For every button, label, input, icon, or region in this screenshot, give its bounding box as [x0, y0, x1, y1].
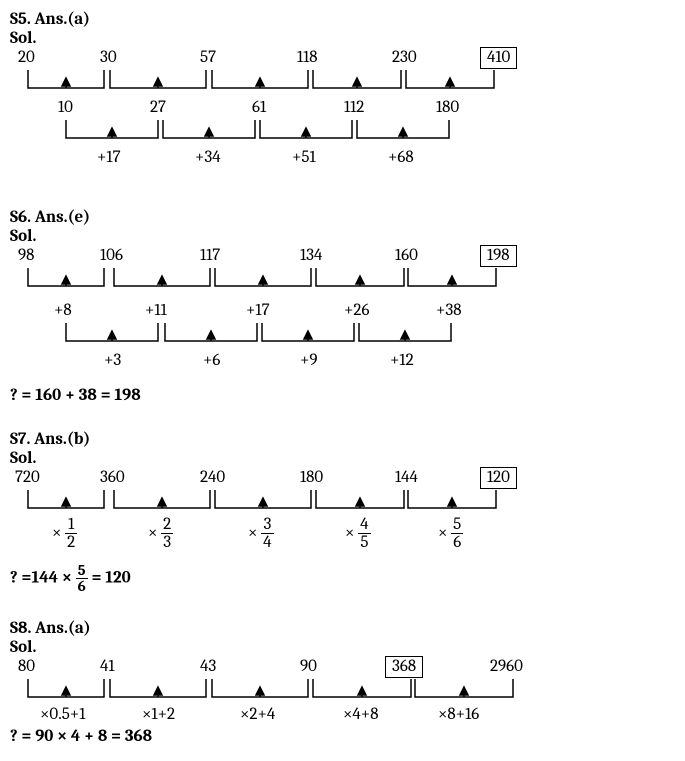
s8-op0: ×0.5+1	[40, 705, 85, 724]
s7-block: S7. Ans.(b) Sol. 720 360 240 180 144 120	[10, 430, 675, 594]
s6-answer: ? = 160 + 38 = 198	[10, 386, 675, 405]
s6-d2-2: +9	[300, 351, 318, 370]
s6-d2-0: +3	[104, 351, 121, 370]
s8-answer-box: 368	[385, 656, 423, 678]
s7-t1: 360	[100, 468, 125, 487]
s6-answer-box: 198	[480, 245, 517, 267]
s8-t2: 43	[200, 657, 216, 676]
s7-op3: × 45	[345, 516, 371, 551]
s7-diagram: 720 360 240 180 144 120 × 12 × 23 × 34 ×…	[10, 468, 675, 563]
s8-svg	[10, 657, 570, 727]
s5-d1-2: 61	[252, 98, 266, 117]
s5-d1-0: 10	[58, 98, 73, 117]
s7-answer: ? =144 × 56 = 120	[10, 563, 675, 594]
s6-d1-3: +26	[344, 301, 369, 320]
s8-op4: ×8+16	[438, 705, 479, 724]
s6-diagram: 98 106 117 134 160 198 +8 +11 +17 +26 +3…	[10, 246, 675, 386]
s6-t2: 117	[200, 246, 220, 265]
s8-op2: ×2+4	[240, 705, 275, 724]
s5-d1-1: 27	[150, 98, 166, 117]
s8-block: S8. Ans.(a) Sol. 80 41 43 90 368 2960	[10, 619, 675, 746]
s5-answer-box: 410	[480, 47, 517, 69]
s7-op0: × 12	[52, 516, 77, 551]
s5-t1: 30	[100, 48, 117, 67]
s7-t4: 144	[395, 468, 418, 487]
s8-sol: Sol.	[10, 638, 675, 657]
s5-t4: 230	[392, 48, 417, 67]
s7-ans-pre: ? =144 ×	[10, 569, 76, 588]
s7-op4: × 56	[438, 516, 463, 551]
s7-header: S7. Ans.(b)	[10, 430, 675, 449]
s5-t3: 118	[297, 48, 318, 67]
s5-d1-3: 112	[344, 98, 364, 117]
s6-block: S6. Ans.(e) Sol.	[10, 208, 675, 405]
s7-answer-box: 120	[480, 467, 517, 489]
s6-d1-0: +8	[54, 301, 72, 320]
s8-op3: ×4+8	[343, 705, 378, 724]
s6-sol: Sol.	[10, 227, 675, 246]
s6-t1: 106	[100, 246, 123, 265]
s7-op2: × 34	[248, 516, 274, 551]
s6-d2-3: +12	[390, 351, 414, 370]
s8-t5: 2960	[490, 657, 523, 676]
s6-t3: 134	[300, 246, 322, 265]
s8-t0: 80	[18, 657, 35, 676]
s5-sol: Sol.	[10, 29, 675, 48]
s6-d1-1: +11	[145, 301, 167, 320]
s5-block: S5. Ans.(a) Sol.	[10, 10, 675, 183]
s6-header: S6. Ans.(e)	[10, 208, 675, 227]
s6-t0: 98	[18, 246, 34, 265]
s6-d1-4: +38	[436, 301, 462, 320]
s5-t2: 57	[200, 48, 216, 67]
s7-t0: 720	[15, 468, 40, 487]
s7-t3: 180	[300, 468, 323, 487]
s5-t0: 20	[18, 48, 35, 67]
s5-header: S5. Ans.(a)	[10, 10, 675, 29]
s7-t2: 240	[200, 468, 225, 487]
s8-header: S8. Ans.(a)	[10, 619, 675, 638]
s5-d1-4: 180	[436, 98, 459, 117]
s8-diagram: 80 41 43 90 368 2960 ×0.5+1 ×1+2 ×2+4 ×4…	[10, 657, 675, 727]
s8-t3: 90	[300, 657, 317, 676]
s7-ans-post: = 120	[88, 569, 131, 588]
s5-d2-1: +34	[195, 148, 221, 167]
s6-d2-1: +6	[203, 351, 220, 370]
s6-t4: 160	[395, 246, 418, 265]
s8-t1: 41	[100, 657, 115, 676]
s8-answer: ? = 90 × 4 + 8 = 368	[10, 727, 675, 746]
s5-d2-2: +51	[292, 148, 316, 167]
s6-d1-2: +17	[246, 301, 270, 320]
s5-d2-0: +17	[97, 148, 121, 167]
s5-d2-3: +68	[388, 148, 414, 167]
s7-op1: × 23	[148, 516, 173, 551]
s5-diagram: 20 30 57 118 230 410 10 27 61 112 180 +1…	[10, 48, 675, 183]
s8-op1: ×1+2	[142, 705, 175, 724]
s7-sol: Sol.	[10, 449, 675, 468]
